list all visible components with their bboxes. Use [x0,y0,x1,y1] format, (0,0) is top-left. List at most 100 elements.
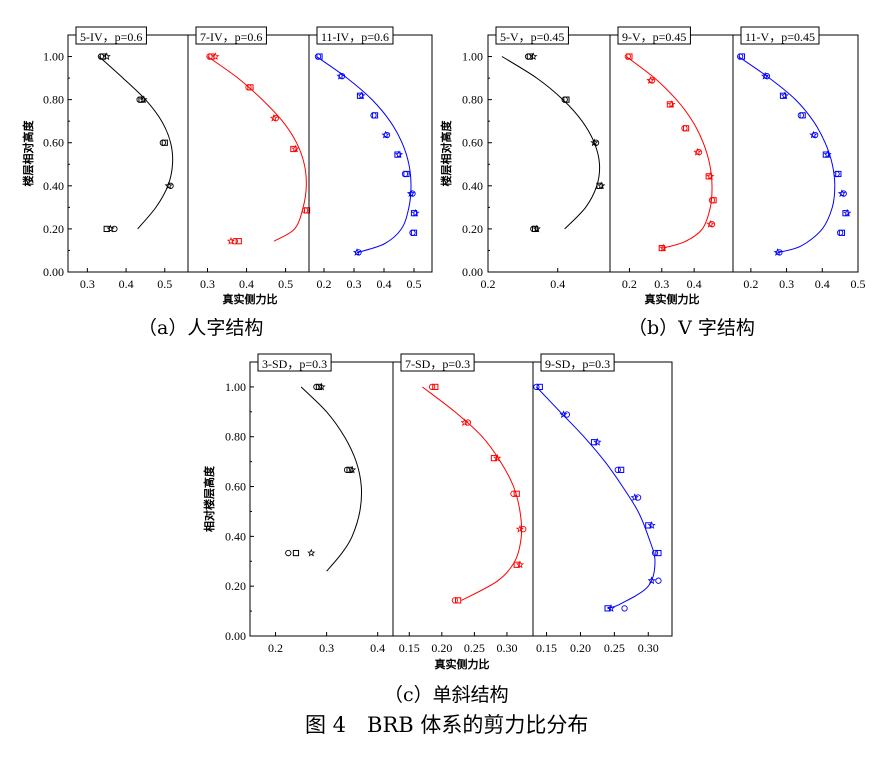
data-point [409,190,416,197]
data-point [645,522,652,529]
data-point [626,53,633,60]
fit-curve-blue [536,386,656,610]
data-point [526,53,533,60]
data-point [840,190,847,197]
data-point [357,91,366,100]
x-tick-label: 0.5 [278,277,293,291]
data-point [773,248,782,256]
panel-label-text: 7-IV，p=0.6 [200,30,262,44]
data-point [315,383,323,391]
panel-label-text: 5-V，p=0.45 [500,30,564,44]
data-point [336,71,345,80]
y-tick-label: 0.40 [43,179,64,193]
data-point [695,149,703,156]
panel-label: 11-IV，p=0.6 [316,26,394,45]
panel-label: 5-V，p=0.45 [495,26,569,45]
panel-label-box [617,26,691,45]
data-point [406,189,416,198]
fit-curve-red [625,56,713,249]
data-point [809,130,818,139]
x-tick-label: 0.2 [481,277,496,291]
data-point [370,112,377,119]
data-point [710,197,717,204]
data-point [780,91,789,100]
data-point [590,439,598,446]
figure-title: 图 4 BRB 体系的剪力比分布 [305,713,589,737]
fit-curve-black [98,56,174,230]
x-tick-label: 0.30 [496,641,517,655]
fit-curve-black [300,386,363,572]
caption-a: （a）人字结构 [138,317,264,339]
data-point [292,549,300,557]
x-tick-label: 0.4 [377,277,392,291]
x-tick-label: 0.4 [815,277,830,291]
panel-label-text: 9-V，p=0.45 [622,30,686,44]
panel-label: 11-V，p=0.45 [740,26,820,45]
data-point [634,494,642,501]
data-point [348,465,357,474]
panel-frame [67,34,189,273]
panel-label: 5-IV，p=0.6 [75,26,147,45]
panel-a-3: 0.2 0.3 0.4 0.5 11-IV，p=0.6 [308,26,433,291]
y-tick-label: 0.00 [462,265,483,279]
data-point [464,419,472,426]
panel-label-text: 9-SD，p=0.3 [545,357,610,371]
data-point [630,493,639,501]
data-point [383,131,391,139]
data-point [563,411,571,418]
x-tick-label: 0.2 [317,277,332,291]
data-point [797,112,805,119]
data-point [618,466,625,473]
data-point [833,170,840,178]
panel-label: 7-SD，p=0.3 [400,353,475,372]
data-point [536,383,543,391]
data-point [823,150,832,159]
data-point [346,466,353,473]
y-tick-label: 0.20 [462,222,483,236]
data-point [647,521,656,529]
data-point [590,138,599,147]
data-point [604,605,611,612]
data-point [593,437,602,446]
x-tick-label: 0.3 [347,277,362,291]
y-tick-label: 0.40 [462,179,483,193]
panel-label-box [400,353,475,372]
panel-frame [308,34,433,273]
data-point [529,52,538,61]
data-point [648,77,656,84]
data-point [682,125,690,132]
y-tick-label: 0.20 [225,579,246,593]
data-point [307,548,316,557]
data-point [624,53,631,60]
y-axis-label: 楼层相对高度 [439,120,453,187]
data-point [563,96,570,103]
data-point [606,604,616,612]
data-point [247,84,254,91]
data-point [409,229,416,236]
panel-c-2: 0.15 0.20 0.25 0.30 7-SD，p=0.3 [392,353,534,655]
data-point [272,115,279,122]
data-point [592,139,600,146]
x-tick-label: 0.4 [239,277,254,291]
panel-frame [392,361,534,637]
x-tick-label: 0.5 [407,277,422,291]
data-point [761,71,770,80]
data-point [316,53,323,60]
data-point [410,229,418,236]
data-point [513,561,520,568]
data-point [226,236,236,245]
data-point [235,238,242,245]
data-point [381,130,390,139]
panel-label: 3-SD，p=0.3 [257,353,332,372]
data-point [647,576,656,585]
data-point [352,248,362,256]
panel-label: 9-V，p=0.45 [617,26,691,45]
panel-label-box [316,26,394,45]
data-point [303,207,311,214]
fit-curve-blue [316,56,412,254]
panel-a-1: 0.3 0.4 0.5 5-IV，p=0.6 [67,26,189,291]
data-point [394,150,404,159]
data-point [428,383,436,391]
